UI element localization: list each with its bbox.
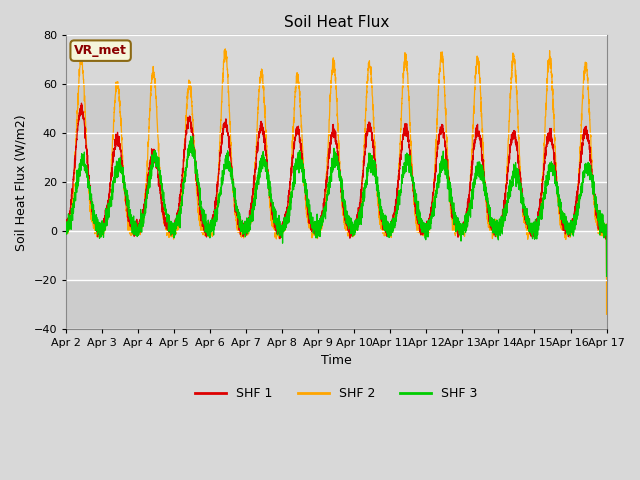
Bar — [66, 280, 607, 329]
Text: VR_met: VR_met — [74, 44, 127, 57]
Bar — [66, 133, 607, 182]
Bar — [66, 84, 607, 133]
Title: Soil Heat Flux: Soil Heat Flux — [284, 15, 389, 30]
Y-axis label: Soil Heat Flux (W/m2): Soil Heat Flux (W/m2) — [15, 114, 28, 251]
X-axis label: Time: Time — [321, 354, 352, 367]
Bar — [66, 182, 607, 231]
Bar — [66, 231, 607, 280]
Legend: SHF 1, SHF 2, SHF 3: SHF 1, SHF 2, SHF 3 — [190, 383, 483, 406]
Bar — [66, 36, 607, 84]
